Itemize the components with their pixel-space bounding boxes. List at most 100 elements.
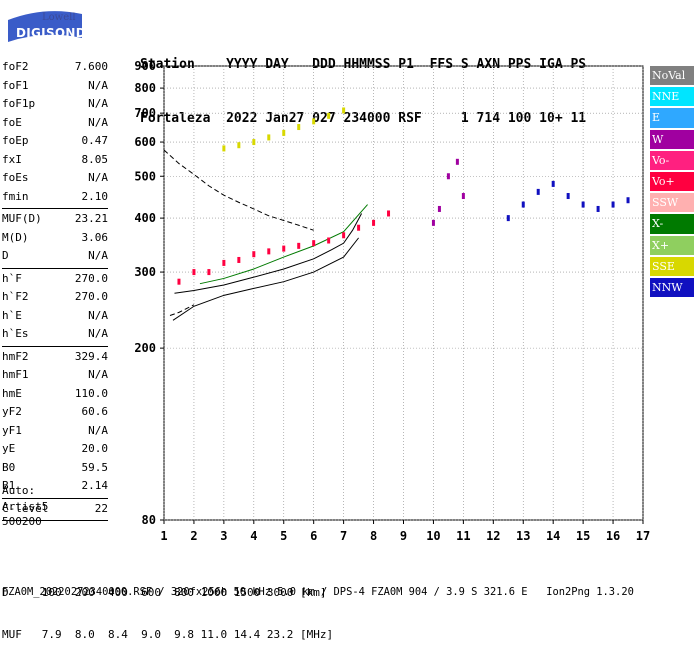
param-value: 2.14 (81, 479, 109, 492)
param-label: foF1 (2, 78, 29, 92)
echo-point (252, 139, 256, 146)
echo-point (327, 237, 331, 244)
x-tick-label: 8 (370, 529, 377, 543)
echo-point (192, 269, 196, 276)
param-row: D N/A (2, 247, 108, 266)
digisonde-logo: Lowell DIGISONDE (4, 4, 94, 44)
y-tick-label: 500 (134, 169, 156, 183)
param-label: h`F2 (2, 290, 29, 303)
param-row: foEp 0.47 (2, 132, 108, 151)
param-separator (2, 345, 108, 347)
echo-point (342, 232, 346, 239)
y-tick-label: 600 (134, 135, 156, 149)
param-row: B0 59.5 (2, 459, 108, 478)
file-info-line: FZA0M_20220272340000.RSF / 320fx256h 50 … (2, 586, 634, 598)
x-tick-label: 4 (250, 529, 257, 543)
param-row: B1 2.14 (2, 477, 108, 496)
logo-swoosh-icon (8, 11, 82, 43)
trace-line (163, 149, 314, 231)
polarization-legend: NoVal NNE E W Vo- Vo+ SSW X- X+ SSE NNW (650, 66, 694, 299)
echo-point (455, 158, 459, 165)
legend-item: X- (650, 214, 694, 234)
param-value: 329.4 (74, 349, 108, 363)
logo-text-top: Lowell (42, 12, 76, 23)
y-tick-label: 200 (134, 341, 156, 355)
y-tick-label: 700 (134, 106, 156, 120)
param-value: N/A (88, 171, 108, 184)
scaled-parameters-panel: foF2 7.600 foF1 N/A foF1p N/A foE N/A foEp 0.47 fx… (2, 58, 108, 522)
param-value: 2.10 (81, 189, 109, 203)
echo-point (461, 193, 465, 200)
param-row: foEs N/A (2, 169, 108, 188)
legend-item: NoVal (650, 66, 694, 86)
trace-line (169, 304, 195, 316)
legend-item: SSE (650, 256, 694, 276)
x-tick-label: 2 (190, 529, 197, 543)
param-value: N/A (88, 249, 108, 262)
muf-distance-table: D 100 200 400 600 800 1000 1500 3000 [km… (2, 558, 333, 656)
param-row: hmF2 329.4 (2, 348, 108, 367)
param-row: hmF1 N/A (2, 366, 108, 385)
x-tick-label: 1 (160, 529, 167, 543)
echo-point (222, 145, 226, 152)
x-tick-label: 5 (280, 529, 287, 543)
x-tick-label: 16 (606, 529, 620, 543)
header-field-values: Fortaleza 2022 Jan27 027 234000 RSF 1 71… (140, 111, 587, 126)
param-row: yE 20.0 (2, 440, 108, 459)
param-value: 270.0 (74, 271, 108, 285)
param-row: yF1 N/A (2, 422, 108, 441)
distance-row: D 100 200 400 600 800 1000 1500 3000 [km… (2, 586, 327, 599)
legend-item: SSW (650, 193, 694, 213)
echo-point (297, 124, 301, 131)
echo-point (207, 269, 211, 276)
auto-label: Auto: (2, 484, 36, 497)
x-tick-label: 3 (220, 529, 227, 543)
param-value: 110.0 (74, 386, 108, 400)
param-row: h`F2 270.0 (2, 288, 108, 307)
echo-point (446, 173, 450, 180)
echo-point (611, 201, 615, 208)
echo-point (282, 129, 286, 136)
param-row: M(D) 3.06 (2, 229, 108, 248)
param-value: N/A (88, 97, 108, 110)
param-label: M(D) (2, 230, 29, 244)
station-header: Station YYYY DAY DDD HHMMSS P1 FFS S AXN… (140, 20, 586, 146)
y-tick-label: 300 (134, 265, 156, 279)
echo-point (551, 180, 555, 187)
echo-point (237, 256, 241, 263)
auto-program: Artist5 (2, 499, 49, 513)
param-value: 23.21 (74, 212, 108, 225)
x-tick-label: 14 (546, 529, 560, 543)
x-tick-label: 7 (340, 529, 347, 543)
param-row: h`E N/A (2, 307, 108, 326)
echo-point (237, 142, 241, 149)
param-label: h`E (2, 308, 22, 322)
legend-item: NNW (650, 277, 694, 298)
autoscaling-info: Auto: Artist5 500200 (2, 483, 48, 530)
param-label: h`Es (2, 327, 29, 340)
y-tick-label: 80 (142, 513, 156, 527)
trace-line (174, 213, 363, 294)
param-label: B1 (2, 479, 16, 492)
echo-point (297, 242, 301, 249)
y-tick-label: 900 (134, 59, 156, 73)
echo-point (267, 248, 271, 255)
param-row: foF2 7.600 (2, 58, 108, 77)
param-separator (2, 267, 108, 269)
param-row: yF2 60.6 (2, 403, 108, 422)
echo-point (521, 201, 525, 208)
param-value: 22 (94, 501, 108, 515)
param-value: N/A (88, 115, 108, 129)
x-tick-label: 15 (576, 529, 590, 543)
param-label: hmF1 (2, 368, 29, 381)
param-value: 7.600 (74, 60, 108, 73)
y-tick-label: 400 (134, 211, 156, 225)
param-value: 60.6 (81, 405, 109, 418)
x-tick-label: 9 (400, 529, 407, 543)
param-value: 3.06 (81, 230, 109, 244)
param-label: fmin (2, 189, 29, 203)
echo-point (312, 118, 316, 125)
param-row: foF1p N/A (2, 95, 108, 114)
y-tick-label: 800 (134, 81, 156, 95)
echo-point (267, 134, 271, 141)
